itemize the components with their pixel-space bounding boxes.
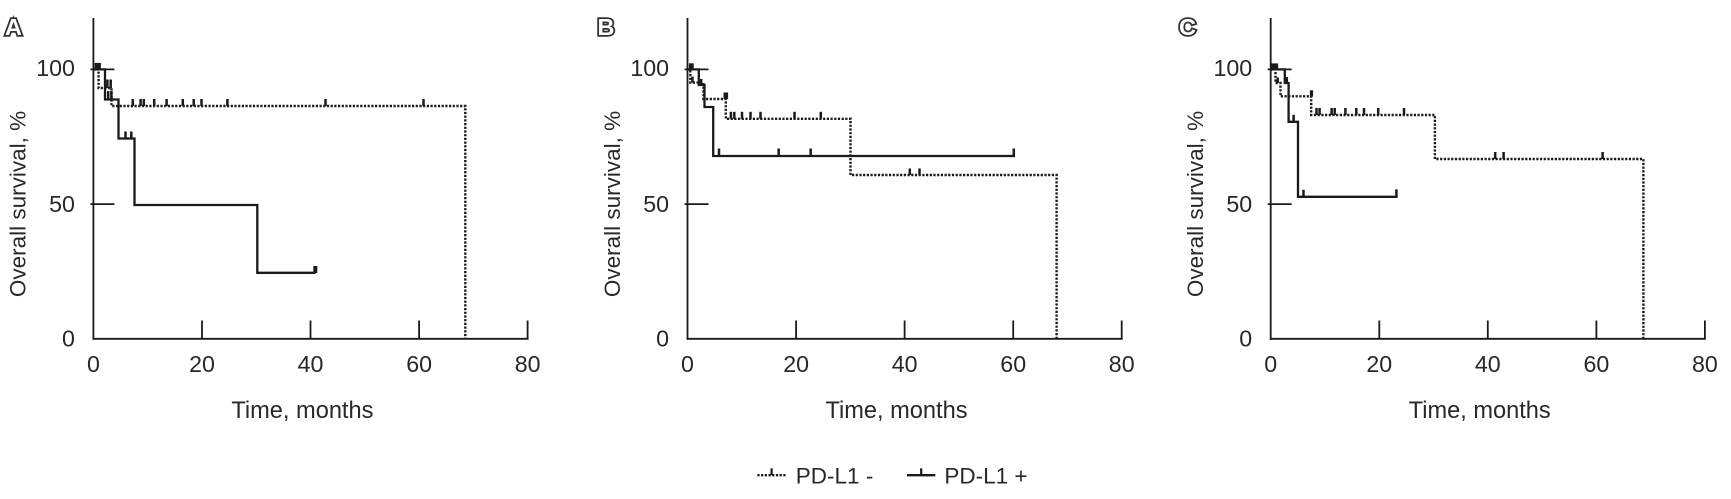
svg-text:0: 0	[62, 326, 75, 352]
svg-text:0: 0	[656, 326, 669, 352]
svg-text:40: 40	[892, 351, 918, 377]
svg-text:Overall survival, %: Overall survival, %	[1183, 111, 1208, 297]
svg-text:80: 80	[1109, 351, 1135, 377]
svg-text:60: 60	[406, 351, 432, 377]
svg-text:60: 60	[1000, 351, 1026, 377]
svg-text:80: 80	[1692, 351, 1718, 377]
svg-text:40: 40	[298, 351, 324, 377]
svg-text:50: 50	[49, 191, 75, 217]
svg-text:Time, months: Time, months	[1409, 398, 1551, 424]
svg-text:B: B	[598, 14, 615, 40]
svg-text:0: 0	[1264, 351, 1277, 377]
svg-text:100: 100	[36, 55, 75, 81]
svg-text:40: 40	[1475, 351, 1501, 377]
svg-text:A: A	[5, 14, 22, 40]
svg-text:60: 60	[1584, 351, 1610, 377]
svg-text:20: 20	[783, 351, 809, 377]
svg-text:PD-L1 -: PD-L1 -	[796, 464, 874, 489]
svg-text:20: 20	[189, 351, 215, 377]
svg-text:Overall survival, %: Overall survival, %	[600, 111, 625, 297]
svg-text:100: 100	[1214, 55, 1253, 81]
svg-text:0: 0	[87, 351, 100, 377]
svg-text:0: 0	[681, 351, 694, 377]
svg-text:C: C	[1179, 14, 1196, 40]
svg-text:50: 50	[643, 191, 669, 217]
svg-text:100: 100	[630, 55, 669, 81]
svg-text:PD-L1 +: PD-L1 +	[944, 464, 1027, 489]
svg-text:Overall survival, %: Overall survival, %	[6, 111, 31, 297]
svg-text:20: 20	[1366, 351, 1392, 377]
svg-text:50: 50	[1226, 191, 1252, 217]
svg-text:80: 80	[515, 351, 541, 377]
svg-text:Time, months: Time, months	[825, 398, 967, 424]
svg-text:Time, months: Time, months	[231, 398, 373, 424]
svg-text:0: 0	[1239, 326, 1252, 352]
